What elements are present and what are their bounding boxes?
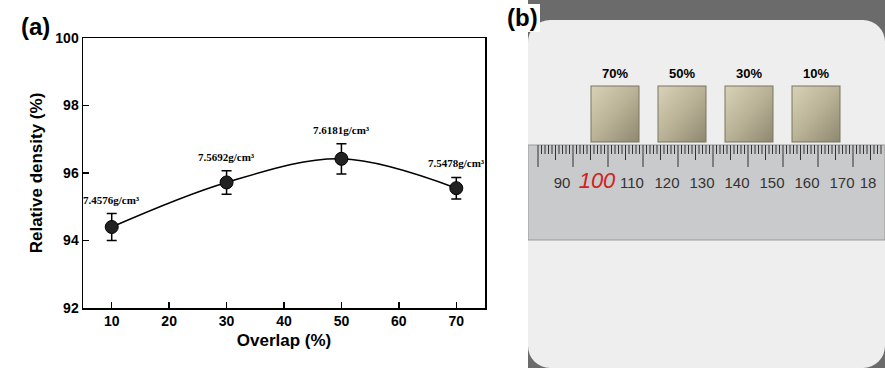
svg-text:92: 92 <box>63 300 79 316</box>
svg-text:30: 30 <box>219 313 235 329</box>
svg-text:7.5692g/cm³: 7.5692g/cm³ <box>198 151 255 163</box>
svg-text:10: 10 <box>104 313 120 329</box>
svg-text:7.4576g/cm³: 7.4576g/cm³ <box>83 194 140 206</box>
svg-text:Overlap (%): Overlap (%) <box>237 331 331 350</box>
svg-text:30%: 30% <box>736 66 762 81</box>
svg-text:70%: 70% <box>602 66 628 81</box>
svg-text:7.6181g/cm³: 7.6181g/cm³ <box>313 124 370 136</box>
svg-text:60: 60 <box>391 313 407 329</box>
svg-text:100: 100 <box>579 168 616 193</box>
svg-text:18: 18 <box>860 174 877 191</box>
svg-text:140: 140 <box>724 174 749 191</box>
svg-text:96: 96 <box>63 165 79 181</box>
svg-text:110: 110 <box>620 174 644 191</box>
html-text:(b): (b) <box>507 4 538 31</box>
svg-text:Relative density (%): Relative density (%) <box>27 93 46 254</box>
svg-text:94: 94 <box>63 232 79 248</box>
svg-text:120: 120 <box>654 174 679 191</box>
svg-text:10%: 10% <box>803 66 829 81</box>
svg-text:98: 98 <box>63 97 79 113</box>
svg-text:(a): (a) <box>21 13 50 40</box>
svg-text:150: 150 <box>759 174 784 191</box>
svg-text:40: 40 <box>276 313 292 329</box>
svg-text:130: 130 <box>689 174 714 191</box>
svg-text:7.5478g/cm³: 7.5478g/cm³ <box>428 157 485 169</box>
svg-text:50%: 50% <box>669 66 695 81</box>
svg-text:20: 20 <box>161 313 177 329</box>
svg-text:160: 160 <box>794 174 819 191</box>
svg-text:90: 90 <box>554 174 571 191</box>
svg-text:50: 50 <box>334 313 350 329</box>
svg-text:100: 100 <box>55 30 79 46</box>
svg-text:170: 170 <box>829 174 854 191</box>
svg-text:70: 70 <box>449 313 465 329</box>
